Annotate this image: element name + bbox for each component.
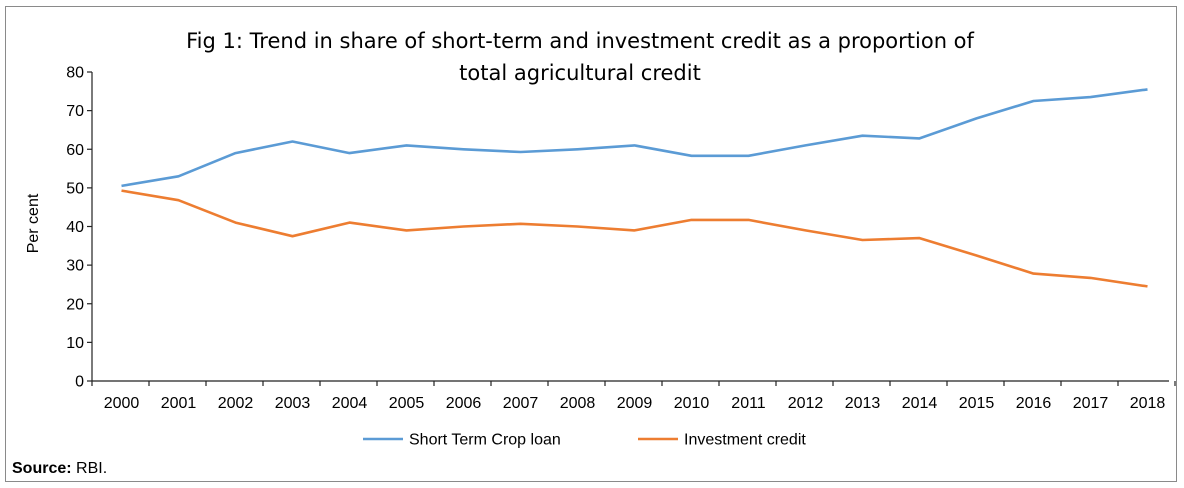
x-tick-label: 2014	[902, 395, 938, 412]
chart-title-line-1: Fig 1: Trend in share of short-term and …	[186, 29, 974, 53]
x-tick-label: 2005	[389, 395, 425, 412]
x-tick-label: 2013	[845, 395, 881, 412]
x-tick-label: 2001	[161, 395, 197, 412]
series-line-1	[121, 88, 1148, 188]
x-tick-label: 2018	[1130, 395, 1166, 412]
y-tick-label: 10	[66, 335, 84, 352]
x-tick-label: 2012	[788, 395, 824, 412]
source-label: Source:	[12, 460, 72, 477]
y-tick-label: 0	[75, 374, 84, 391]
x-tick-label: 2004	[332, 395, 368, 412]
y-tick-label: 50	[66, 180, 84, 197]
legend: Short Term Crop loan Investment credit	[363, 432, 806, 449]
x-tick-label: 2015	[959, 395, 995, 412]
source-value: RBI.	[71, 460, 108, 477]
x-tick-label: 2017	[1073, 395, 1109, 412]
y-tick-label: 70	[66, 103, 84, 120]
x-tick-label: 2016	[1016, 395, 1052, 412]
x-tick-label: 2008	[560, 395, 596, 412]
x-tick-label: 2006	[446, 395, 482, 412]
x-axis: 2000 2001 2002 2003 2004 2005 2006 2007 2008 2009…	[91, 380, 1176, 412]
y-tick-label: 60	[66, 142, 84, 159]
y-tick-label: 40	[66, 219, 84, 236]
legend-label-1: Short Term Crop loan	[409, 432, 561, 449]
x-tick-label: 2007	[503, 395, 539, 412]
x-tick-label: 2009	[617, 395, 653, 412]
y-axis-title: Per cent	[25, 193, 42, 253]
legend-label-2: Investment credit	[684, 432, 806, 449]
x-tick-label: 2002	[218, 395, 254, 412]
x-tick-label: 2011	[731, 395, 766, 412]
series-lines	[121, 88, 1148, 288]
y-tick-label: 80	[66, 65, 84, 82]
chart-frame	[5, 6, 1177, 482]
x-tick-label: 2010	[674, 395, 710, 412]
x-tick-label: 2003	[275, 395, 311, 412]
x-tick-label: 2000	[104, 395, 140, 412]
chart-title-line-2: total agricultural credit	[459, 61, 701, 85]
y-tick-label: 30	[66, 258, 84, 275]
y-axis: 0 10 20 30 40 50 60 70 80	[66, 65, 93, 391]
source-note: Source: RBI.	[12, 460, 107, 478]
series-line-2	[121, 189, 1148, 288]
y-tick-label: 20	[66, 296, 84, 313]
